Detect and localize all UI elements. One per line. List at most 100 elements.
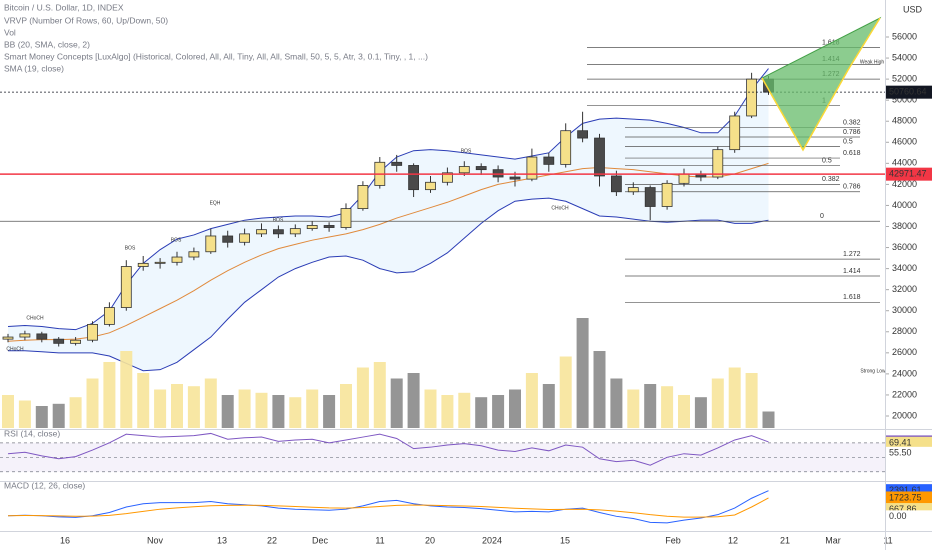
candle-body (492, 169, 504, 178)
price-badge-label: 667.86 (889, 504, 917, 514)
candle-body (526, 156, 538, 180)
smc-annotation: Strong Low (860, 368, 886, 374)
volume-bar (678, 395, 690, 428)
price-badge-label: 69.41 (889, 438, 912, 448)
y-tick-label: 30000 (892, 305, 917, 315)
y-tick-label: 24000 (892, 368, 917, 378)
candle-body (340, 208, 352, 228)
smc-annotation: CHoCH (6, 346, 24, 352)
volume-bar (238, 389, 251, 428)
volume-bar (762, 411, 775, 428)
candle-body (729, 115, 741, 151)
smc-annotation: BOS (461, 148, 472, 154)
bb-line (8, 197, 769, 372)
harmonic-outline (761, 17, 881, 152)
price-badge-label: 2391.61 (889, 485, 922, 495)
volume-bar (559, 356, 572, 428)
volume-bar (221, 395, 234, 428)
y-tick-label: 40000 (892, 200, 917, 210)
smc-annotation: BOS (273, 217, 284, 223)
bb-fill (8, 68, 769, 371)
volume-bar (35, 406, 48, 428)
y-tick-label: 22000 (892, 389, 917, 399)
y-tick-label: 50000 (892, 95, 917, 105)
price-badge-label: 42971.47 (889, 169, 927, 179)
candle-body (746, 78, 757, 117)
smc-annotation: EQH (210, 200, 221, 206)
smc-annotation: CHoCH (551, 205, 569, 211)
x-tick-label: 2024 (482, 535, 502, 545)
candle-body (306, 225, 318, 230)
candle-body (509, 176, 521, 180)
volume-bar (441, 395, 454, 428)
candle-body (357, 185, 369, 210)
volume-bar (154, 389, 167, 428)
fib-label: 0.618 (843, 150, 861, 157)
candle-body (577, 130, 588, 139)
volume-bar (171, 384, 183, 428)
y-tick-label: 46000 (892, 137, 917, 147)
volume-bar (323, 395, 336, 428)
candle-body (661, 182, 673, 207)
fib-label: 0.786 (843, 184, 861, 191)
fib-label: 0.382 (822, 176, 840, 183)
volume-bar (610, 378, 623, 428)
bb-line (7, 68, 769, 331)
candle-body (53, 338, 65, 344)
x-tick-label: 11 (883, 535, 892, 545)
candle-body (408, 165, 420, 191)
candle-body (70, 339, 81, 344)
smc-annotation: BOS (125, 245, 136, 251)
candle-body (627, 187, 639, 193)
volume-bar (204, 378, 217, 428)
volume-bar (86, 378, 99, 428)
x-tick-label: 13 (217, 535, 227, 545)
smc-annotation: BOS (171, 237, 182, 243)
indicator-legend: BB (20, SMA, close, 2) (4, 39, 90, 49)
volume-bar (52, 403, 65, 428)
volume-bar (272, 395, 285, 428)
volume-bar (644, 384, 657, 428)
y-tick-label: 42000 (892, 179, 917, 189)
candle-body (171, 256, 183, 263)
volume-bar (255, 392, 268, 428)
volume-bar (509, 389, 521, 428)
rsi-band (0, 442, 885, 472)
macd-title: MACD (12, 26, close) (4, 480, 85, 490)
indicator-legend: Vol (4, 27, 16, 37)
candle-body (188, 251, 200, 258)
indicator-line (7, 432, 769, 466)
volume-bar (525, 373, 538, 428)
candle-body (391, 161, 403, 166)
candle-body (560, 130, 572, 165)
candle-body (323, 225, 335, 228)
candle-body (36, 333, 48, 340)
volume-bar (137, 373, 150, 428)
x-tick-label: 15 (560, 535, 570, 545)
fib-label: 1.272 (843, 251, 861, 258)
volume-bar (69, 397, 82, 428)
price-badge-label: 55.50 (889, 448, 912, 458)
candle-body (594, 137, 605, 177)
candle-body (104, 307, 115, 325)
candle-body (289, 228, 301, 235)
y-tick-label: 54000 (892, 52, 917, 62)
volume-bar (103, 362, 116, 428)
indicator-line (7, 490, 769, 524)
candle-body (222, 235, 234, 243)
volume-bar (728, 367, 741, 428)
volume-bar (593, 351, 606, 428)
volume-bar (390, 378, 403, 428)
x-tick-label: Nov (147, 535, 164, 545)
indicator-legend: Smart Money Concepts [LuxAlgo] (Historic… (4, 51, 428, 61)
volume-bar (627, 389, 640, 428)
volume-bar (475, 397, 488, 428)
indicator-legend: VRVP (Number Of Rows, 60, Up/Down, 50) (4, 15, 168, 25)
candle-body (19, 333, 31, 338)
candle-body (475, 166, 487, 171)
y-tick-label: 44000 (892, 158, 917, 168)
indicator-line (7, 497, 769, 518)
volume-bar (2, 395, 14, 428)
x-tick-label: Dec (312, 535, 329, 545)
